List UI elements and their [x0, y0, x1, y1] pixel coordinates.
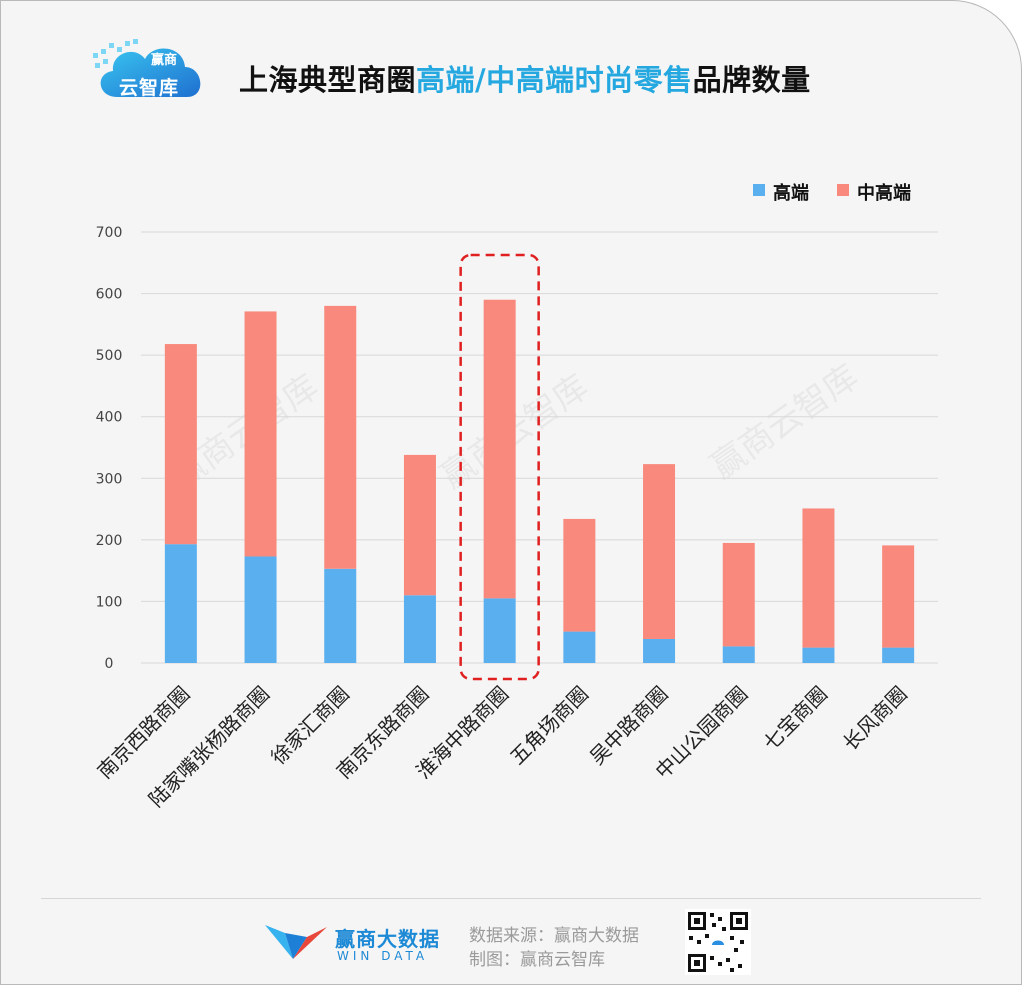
bar-mid-high: [244, 311, 277, 557]
bar-mid-high: [164, 344, 197, 545]
bar-mid-high: [722, 542, 755, 647]
footer-brand-cn: 赢商大数据: [335, 927, 440, 951]
title-part-3: 品牌数量: [692, 63, 811, 97]
y-tick-label: 0: [105, 656, 114, 672]
bar-high-end: [483, 598, 516, 663]
footer-divider: [41, 898, 981, 899]
title-part-highlight: 高端/中高端时尚零售: [416, 63, 693, 97]
x-category-label: 长风商圈: [838, 682, 912, 756]
bar-high-end: [802, 647, 835, 663]
bar-high-end: [563, 631, 596, 663]
legend-swatch-mid-high: [837, 184, 849, 196]
bar-high-end: [324, 568, 357, 663]
cloud-logo-icon: [93, 39, 201, 97]
bar-high-end: [882, 647, 915, 663]
title-part-1: 上海典型商圈: [239, 63, 417, 97]
bar-mid-high: [643, 464, 676, 639]
y-tick-label: 100: [96, 594, 123, 610]
legend-swatch-high-end: [753, 184, 765, 196]
bar-high-end: [643, 638, 676, 663]
footer-brand-en: WIN DATA: [337, 949, 429, 963]
chart-title: 上海典型商圈高端/中高端时尚零售品牌数量: [239, 57, 811, 99]
watermark-text: 赢商云智库: [704, 357, 866, 487]
highlight-box: [459, 253, 540, 681]
data-source-text: 数据来源：赢商大数据: [469, 926, 639, 946]
y-tick-label: 500: [96, 348, 123, 364]
stacked-bar-chart: 赢商云智库赢商云智库赢商云智库0100200300400500600700南京西…: [93, 225, 938, 812]
x-category-label: 五角场商圈: [505, 682, 593, 770]
bar-mid-high: [403, 454, 436, 596]
logo-text: 云智库: [119, 77, 180, 99]
bar-mid-high: [483, 299, 516, 599]
bar-high-end: [164, 544, 197, 663]
x-category-label: 七宝商圈: [758, 682, 832, 756]
bar-high-end: [403, 595, 436, 663]
windata-logo-icon: [265, 925, 327, 959]
y-tick-label: 400: [96, 410, 123, 426]
bar-mid-high: [802, 508, 835, 648]
bar-mid-high: [882, 545, 915, 648]
legend-label-mid-high: 中高端: [857, 183, 911, 204]
legend-label-high-end: 高端: [773, 183, 809, 204]
qr-code-icon: [685, 909, 751, 975]
y-tick-label: 600: [96, 287, 123, 303]
bar-high-end: [722, 646, 755, 663]
y-tick-label: 300: [96, 471, 123, 487]
chart-maker-text: 制图：赢商云智库: [469, 950, 605, 970]
bar-mid-high: [563, 518, 596, 632]
y-tick-label: 200: [96, 533, 123, 549]
logo-text-top: 赢商: [151, 53, 178, 68]
bar-mid-high: [324, 305, 357, 569]
bar-high-end: [244, 556, 277, 663]
y-tick-label: 700: [96, 225, 123, 241]
